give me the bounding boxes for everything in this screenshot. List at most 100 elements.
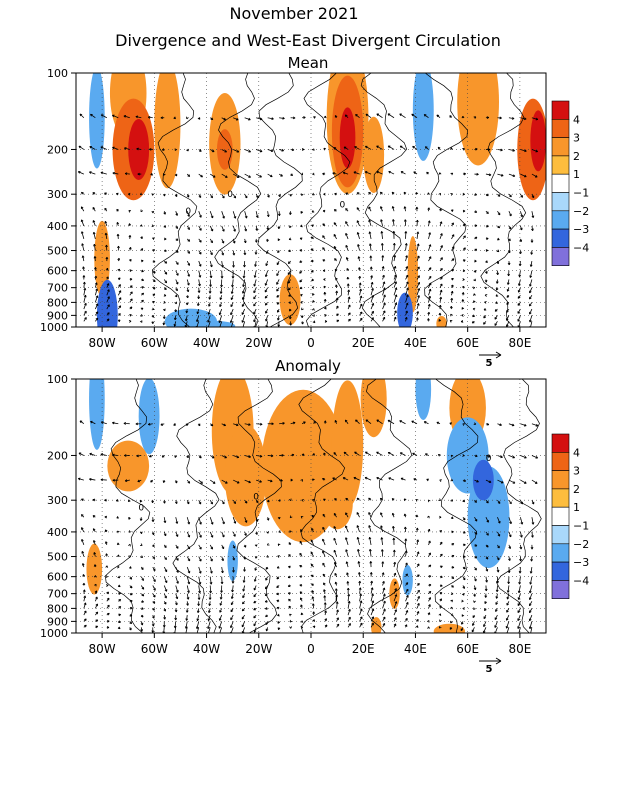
mean-vector-337 bbox=[301, 307, 304, 311]
mean-vector-517 bbox=[428, 244, 432, 251]
anomaly-vector-395 bbox=[345, 512, 349, 518]
mean-vector-521 bbox=[428, 282, 432, 288]
mean-vector-285 bbox=[264, 302, 268, 306]
anomaly-colorbar-box-0 bbox=[551, 433, 570, 453]
anomaly-vector-577 bbox=[460, 627, 464, 631]
mean-vector-403 bbox=[347, 289, 351, 296]
anomaly-vector-588 bbox=[473, 585, 477, 591]
anomaly-vector-125 bbox=[163, 544, 167, 548]
anomaly-vector-43 bbox=[105, 575, 108, 578]
mean-vector-270 bbox=[253, 315, 257, 323]
anomaly-vector-56 bbox=[116, 530, 120, 534]
mean-vector-499 bbox=[416, 231, 420, 239]
anomaly-vector-652 bbox=[519, 544, 523, 550]
mean-vector-283 bbox=[264, 287, 269, 293]
mean-vector-511 bbox=[424, 146, 429, 150]
anomaly-vector-460 bbox=[387, 451, 395, 456]
anomaly-vector-383 bbox=[334, 572, 338, 577]
anomaly-vector-172 bbox=[198, 479, 203, 484]
mean-vector-325 bbox=[300, 172, 304, 176]
mean-vector-618 bbox=[497, 237, 500, 241]
mean-vector-362 bbox=[322, 223, 326, 227]
anomaly-vector-306 bbox=[290, 421, 296, 425]
anomaly-vector-335 bbox=[299, 597, 303, 602]
anomaly-vector-595 bbox=[485, 422, 490, 426]
anomaly-vector-539 bbox=[439, 598, 442, 602]
mean-vector-454 bbox=[382, 287, 386, 296]
anomaly-vector-60 bbox=[117, 575, 121, 579]
anomaly-vector-440 bbox=[370, 616, 374, 622]
anomaly-vector-108 bbox=[152, 544, 155, 548]
anomaly-vector-69 bbox=[124, 454, 130, 457]
anomaly-vector-566 bbox=[462, 531, 466, 534]
anomaly-vector-356 bbox=[312, 625, 316, 629]
anomaly-vector-277 bbox=[266, 531, 269, 534]
mean-vector-189 bbox=[209, 173, 216, 178]
mean-vector-26 bbox=[93, 267, 97, 271]
mean-vector-537 bbox=[439, 276, 443, 280]
anomaly-vector-466 bbox=[392, 549, 396, 557]
anomaly-vector-491 bbox=[405, 617, 408, 622]
anomaly-xtick-label-0: 80W bbox=[89, 642, 116, 656]
anomaly-contour-1 bbox=[172, 379, 220, 633]
mean-vector-625 bbox=[495, 301, 498, 304]
mean-vector-487 bbox=[405, 281, 409, 288]
mean-contour-5 bbox=[424, 73, 468, 327]
anomaly-vector-568 bbox=[462, 555, 466, 559]
anomaly-vector-226 bbox=[232, 531, 236, 537]
anomaly-shade-region-8 bbox=[321, 478, 353, 530]
anomaly-vector-113 bbox=[152, 593, 156, 598]
anomaly-vector-250 bbox=[242, 601, 245, 605]
anomaly-vector-87 bbox=[137, 479, 142, 483]
anomaly-vector-430 bbox=[368, 525, 372, 533]
mean-vector-590 bbox=[473, 293, 476, 296]
anomaly-vector-576 bbox=[461, 621, 464, 625]
anomaly-vector-444 bbox=[376, 476, 383, 481]
anomaly-vector-634 bbox=[508, 531, 512, 538]
mean-panel: Mean 0 0 0 80W 60W 40W 20W 0 20E 40E 60E 80E 100 200… bbox=[40, 54, 589, 369]
mean-vector-56 bbox=[116, 222, 120, 227]
anomaly-colorbar-box-8 bbox=[551, 580, 570, 600]
anomaly-vector-664 bbox=[531, 455, 539, 459]
anomaly-xtick-label-2: 40W bbox=[193, 642, 220, 656]
mean-vector-334 bbox=[299, 286, 303, 290]
anomaly-vector-654 bbox=[518, 567, 522, 574]
anomaly-vector-105 bbox=[151, 500, 155, 504]
anomaly-vector-68 bbox=[123, 422, 130, 425]
anomaly-vector-133 bbox=[163, 615, 167, 620]
mean-vector-0 bbox=[79, 113, 85, 119]
mean-vector-146 bbox=[175, 279, 179, 285]
anomaly-vector-126 bbox=[163, 556, 167, 560]
mean-vector-476 bbox=[399, 113, 406, 119]
anomaly-contour-4 bbox=[366, 379, 413, 633]
mean-vector-37 bbox=[104, 192, 107, 196]
anomaly-vector-361 bbox=[322, 513, 326, 518]
mean-vector-419 bbox=[358, 282, 362, 288]
mean-vector-492 bbox=[404, 316, 408, 322]
anomaly-vector-441 bbox=[370, 622, 374, 628]
anomaly-ref-arrow-head bbox=[495, 657, 502, 665]
anomaly-vector-161 bbox=[186, 566, 191, 574]
mean-xtick-label-3: 20W bbox=[245, 336, 272, 350]
mean-vector-192 bbox=[209, 225, 214, 232]
anomaly-vector-382 bbox=[333, 561, 337, 568]
mean-vector-22 bbox=[92, 220, 96, 227]
mean-vector-668 bbox=[531, 225, 534, 231]
mean-vector-287 bbox=[265, 315, 269, 322]
anomaly-vector-661 bbox=[517, 621, 521, 629]
mean-vector-159 bbox=[186, 238, 191, 242]
mean-vector-200 bbox=[208, 302, 211, 307]
anomaly-vector-482 bbox=[404, 538, 408, 545]
mean-xtick-label-0: 80W bbox=[89, 336, 116, 350]
mean-vector-220 bbox=[218, 321, 223, 327]
anomaly-shade-region-1 bbox=[138, 379, 160, 455]
anomaly-vector-248 bbox=[242, 585, 246, 592]
mean-vectors bbox=[77, 113, 539, 327]
mean-contour-3 bbox=[303, 73, 351, 327]
mean-vector-617 bbox=[497, 225, 501, 229]
anomaly-vector-622 bbox=[495, 585, 499, 593]
anomaly-vector-502 bbox=[416, 574, 420, 578]
mean-vector-500 bbox=[416, 243, 420, 251]
mean-vector-115 bbox=[152, 301, 155, 304]
anomaly-vector-646 bbox=[520, 423, 527, 427]
